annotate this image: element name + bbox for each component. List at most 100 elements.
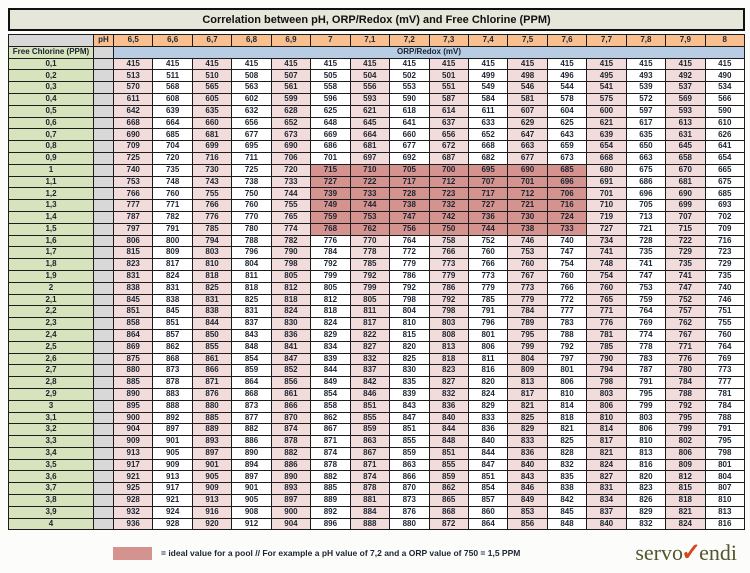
orp-value-cell: 936 — [112, 517, 154, 531]
orp-value-cell: 723 — [428, 187, 469, 201]
orp-value-cell: 760 — [152, 187, 193, 201]
ppm-label: 2,9 — [8, 387, 94, 401]
orp-value-cell: 865 — [428, 494, 469, 507]
orp-value-cell: 844 — [310, 364, 351, 378]
table-row: 3,4 913 905 897 890 882 874 867 859 851 844 836 828 8… — [8, 446, 746, 460]
orp-value-cell: 824 — [586, 458, 627, 472]
orp-value-cell: 855 — [389, 435, 430, 448]
orp-value-cell: 785 — [586, 340, 627, 354]
orp-value-cell: 858 — [112, 317, 154, 330]
orp-value-cell: 783 — [625, 352, 667, 366]
spacer-cell — [93, 293, 114, 307]
orp-value-cell: 788 — [231, 234, 272, 248]
ppm-label: 1,6 — [8, 234, 94, 248]
orp-value-cell: 811 — [349, 305, 391, 319]
orp-value-cell: 736 — [467, 210, 509, 224]
orp-value-cell: 659 — [546, 140, 588, 153]
spacer-cell — [93, 505, 114, 519]
orp-value-cell: 853 — [507, 505, 548, 519]
orp-value-cell: 838 — [112, 281, 154, 295]
orp-value-cell: 831 — [152, 281, 193, 295]
orp-value-cell: 909 — [112, 435, 154, 448]
orp-value-cell: 784 — [704, 399, 746, 413]
orp-value-cell: 845 — [152, 305, 193, 319]
ph-column-header: 7,9 — [665, 34, 706, 47]
ph-column-header: 6,7 — [191, 34, 233, 47]
orp-value-cell: 675 — [704, 175, 746, 189]
orp-value-cell: 590 — [704, 104, 746, 118]
table-row: 1,9 831 824 818 811 805 799 792 786 779 773 767 760 7… — [8, 269, 746, 283]
orp-value-cell: 814 — [546, 399, 588, 413]
ppm-label: 2,4 — [8, 328, 94, 342]
orp-value-cell: 746 — [704, 293, 746, 307]
orp-value-cell: 751 — [704, 305, 746, 319]
orp-value-cell: 566 — [704, 92, 746, 106]
orp-value-cell: 695 — [467, 163, 509, 177]
orp-value-cell: 759 — [310, 210, 351, 224]
orp-value-cell: 614 — [428, 104, 469, 118]
orp-value-cell: 415 — [270, 57, 312, 71]
orp-value-cell: 541 — [586, 81, 627, 94]
orp-value-cell: 563 — [231, 81, 272, 94]
orp-value-cell: 505 — [310, 69, 351, 83]
orp-value-cell: 799 — [665, 423, 706, 437]
orp-value-cell: 727 — [310, 175, 351, 189]
orp-value-cell: 572 — [625, 92, 667, 106]
orp-value-cell: 784 — [310, 246, 351, 260]
orp-value-cell: 806 — [665, 446, 706, 460]
orp-value-cell: 871 — [191, 376, 233, 389]
orp-value-cell: 794 — [586, 364, 627, 378]
orp-value-cell: 874 — [310, 446, 351, 460]
orp-value-cell: 551 — [428, 81, 469, 94]
orp-value-cell: 831 — [231, 305, 272, 319]
orp-value-cell: 587 — [428, 92, 469, 106]
orp-value-cell: 568 — [152, 81, 193, 94]
orp-value-cell: 621 — [349, 104, 391, 118]
orp-value-cell: 716 — [191, 151, 233, 165]
orp-value-cell: 581 — [507, 92, 548, 106]
orp-value-cell: 720 — [270, 163, 312, 177]
orp-value-cell: 617 — [625, 116, 667, 130]
orp-value-cell: 829 — [625, 505, 667, 519]
orp-value-cell: 846 — [507, 482, 548, 496]
orp-value-cell: 825 — [191, 281, 233, 295]
orp-value-cell: 892 — [152, 411, 193, 425]
table-row: 0,5 642 639 635 632 628 625 621 618 614 611 607 604 6… — [8, 104, 746, 118]
ph-column-header: 7,7 — [586, 34, 627, 47]
orp-value-cell: 750 — [428, 222, 469, 236]
orp-value-cell: 803 — [586, 387, 627, 401]
orp-value-cell: 897 — [152, 423, 193, 437]
orp-value-cell: 878 — [270, 435, 312, 448]
orp-value-cell: 502 — [389, 69, 430, 83]
orp-value-cell: 652 — [270, 116, 312, 130]
orp-value-cell: 759 — [625, 293, 667, 307]
orp-value-cell: 604 — [546, 104, 588, 118]
orp-value-cell: 747 — [665, 281, 706, 295]
ppm-label: 3,9 — [8, 505, 94, 519]
orp-value-cell: 909 — [152, 458, 193, 472]
orp-value-cell: 767 — [507, 269, 548, 283]
ppm-label: 3,4 — [8, 446, 94, 460]
orp-value-cell: 840 — [507, 458, 548, 472]
orp-value-cell: 823 — [112, 258, 154, 271]
orp-value-cell: 783 — [546, 317, 588, 330]
ppm-label: 3,6 — [8, 470, 94, 484]
orp-value-cell: 883 — [152, 387, 193, 401]
table-row: 1,6 806 800 794 788 782 776 770 764 758 752 746 740 7… — [8, 234, 746, 248]
orp-value-cell: 719 — [586, 210, 627, 224]
orp-value-cell: 766 — [428, 246, 469, 260]
spacer-cell — [93, 281, 114, 295]
orp-value-cell: 882 — [231, 423, 272, 437]
orp-value-cell: 806 — [586, 399, 627, 413]
orp-value-cell: 768 — [310, 222, 351, 236]
orp-value-cell: 810 — [704, 494, 746, 507]
orp-value-cell: 641 — [389, 116, 430, 130]
orp-value-cell: 677 — [507, 151, 548, 165]
orp-value-cell: 825 — [231, 293, 272, 307]
orp-value-cell: 812 — [310, 293, 351, 307]
orp-value-cell: 685 — [704, 187, 746, 201]
orp-value-cell: 798 — [428, 305, 469, 319]
orp-value-cell: 890 — [112, 387, 154, 401]
orp-value-cell: 728 — [625, 234, 667, 248]
orp-value-cell: 788 — [546, 328, 588, 342]
